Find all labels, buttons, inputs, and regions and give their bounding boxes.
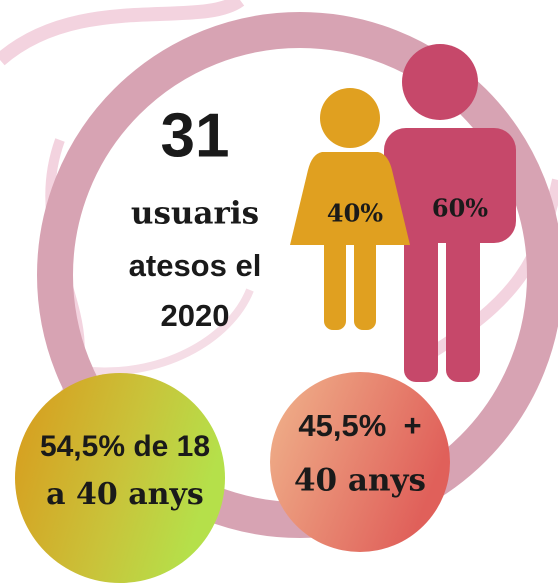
headline-line: atesos el [129, 248, 262, 283]
young-line: a 40 anys [46, 477, 204, 512]
woman-figure [290, 88, 410, 330]
headline-line: usuaris [131, 196, 259, 232]
old-line: 45,5% + [298, 408, 421, 443]
man-figure [384, 44, 516, 382]
young-line: 54,5% de 18 [40, 430, 210, 463]
men-percent: 60% [432, 194, 488, 223]
old-line: 40 anys [294, 463, 426, 499]
bubble-young [15, 373, 225, 583]
bubble-old [270, 372, 450, 552]
headline-number: 31 [161, 101, 230, 170]
headline-line: 2020 [161, 298, 230, 333]
women-percent: 40% [327, 199, 383, 228]
